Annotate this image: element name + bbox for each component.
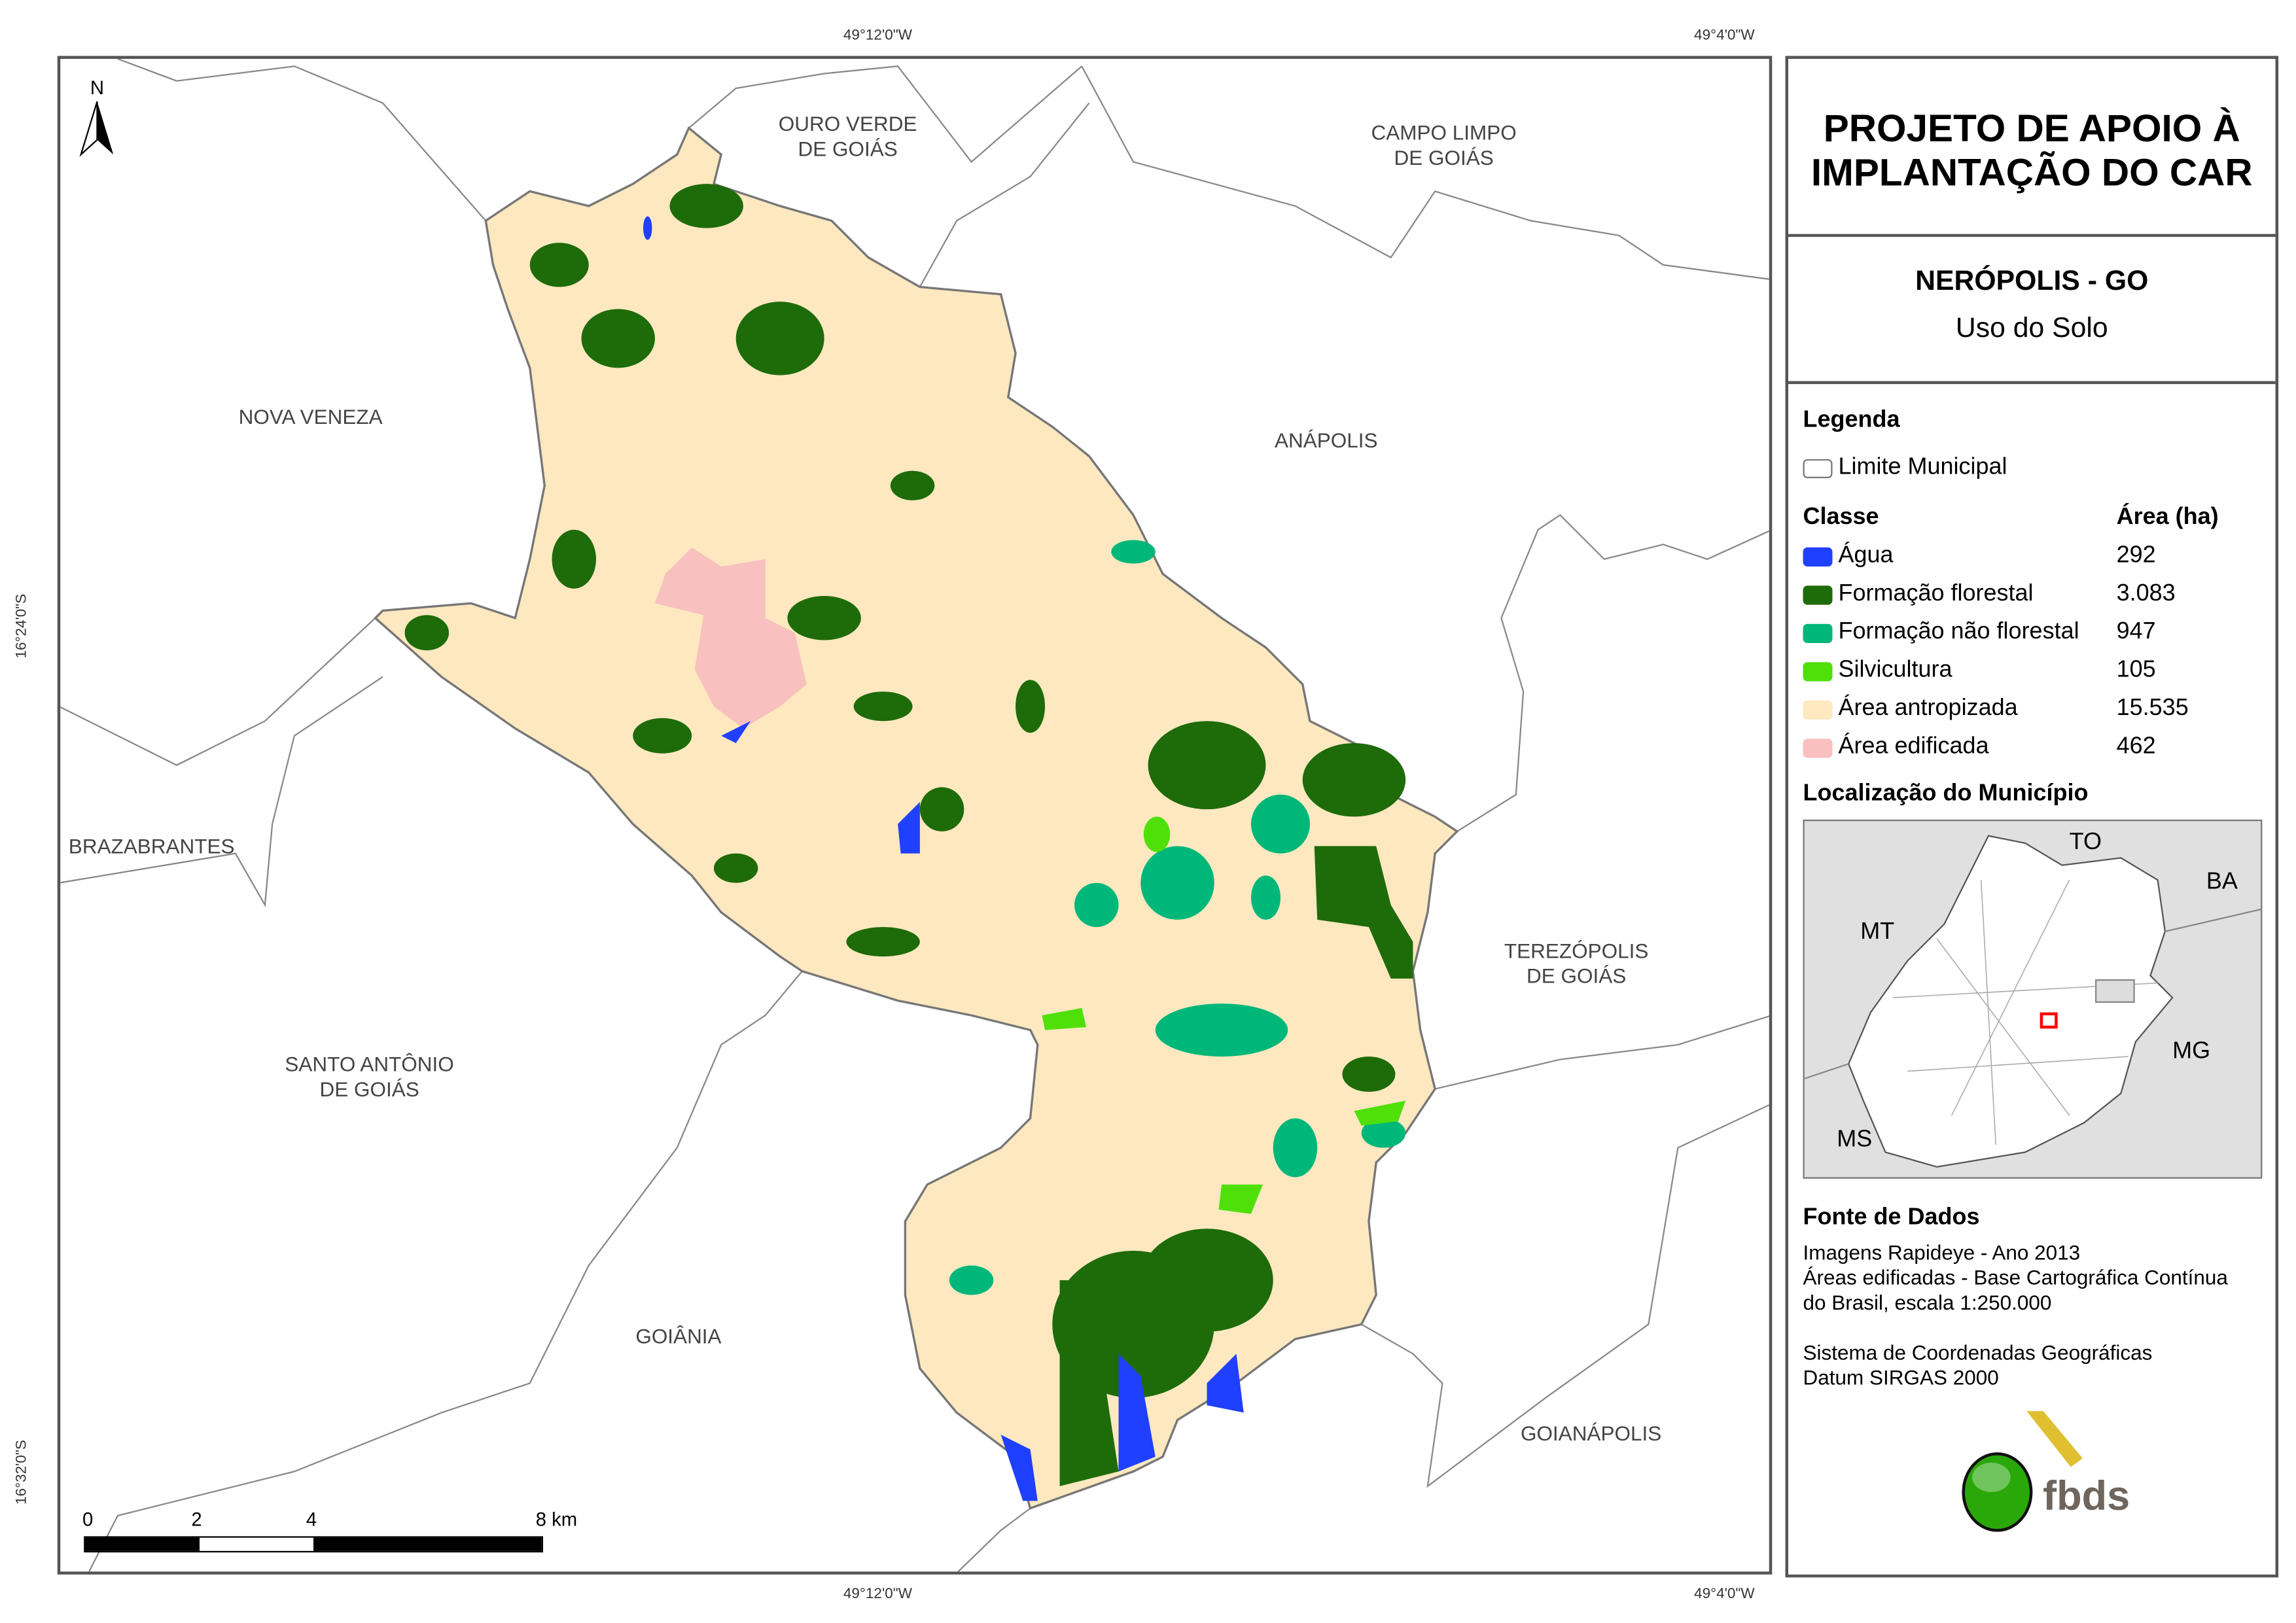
class-area: 105 [2116, 657, 2156, 683]
scale-tick: 0 [82, 1508, 94, 1531]
legend-class-row: Área antropizada 15.535 [1803, 690, 2261, 728]
class-area: 462 [2116, 734, 2156, 759]
side-panel: PROJETO DE APOIO À IMPLANTAÇÃO DO CAR NE… [1785, 56, 2279, 1578]
map-canvas [60, 58, 1769, 1572]
label-ouro-verde: OURO VERDE DE GOIÁS [778, 111, 917, 161]
legend-class-row: Formação florestal 3.083 [1803, 576, 2261, 614]
class-label: Formação não florestal [1838, 619, 2079, 645]
legend-class-row: Área edificada 462 [1803, 728, 2261, 766]
class-swatch [1803, 699, 1833, 719]
class-swatch [1803, 661, 1833, 681]
class-area: 15.535 [2116, 695, 2189, 722]
class-swatch [1803, 546, 1833, 566]
class-swatch [1803, 623, 1833, 642]
scale-tick: 2 [191, 1508, 202, 1531]
legend-limit-label: Limite Municipal [1838, 455, 2007, 480]
north-arrow: N [78, 77, 116, 165]
class-label: Água [1838, 543, 1894, 568]
state-ba: BA [2206, 869, 2238, 895]
land-use-patches [404, 184, 1413, 1501]
coord-bottom-right: 49°4'0"W [1694, 1586, 1755, 1603]
coord-top-right: 49°4'0"W [1694, 27, 1755, 44]
location-inset-map: TO BA MT MG MS [1803, 819, 2263, 1179]
source-line: do Brasil, escala 1:250.000 [1803, 1290, 2052, 1314]
limit-swatch [1803, 458, 1833, 478]
scale-tick: 4 [306, 1508, 317, 1531]
coord-left-top: 16°24'0"S [14, 593, 31, 659]
label-goianapolis: GOIANÁPOLIS [1520, 1421, 1662, 1445]
legend: Legenda Limite Municipal Classe Área (ha… [1788, 384, 2276, 1544]
location-heading: Localização do Município [1803, 781, 2089, 807]
source-line: Imagens Rapideye - Ano 2013 [1803, 1240, 2081, 1265]
label-brazabrantes: BRAZABRANTES [68, 834, 235, 858]
coord-left-bottom: 16°32'0"S [14, 1440, 31, 1505]
class-label: Formação florestal [1838, 581, 2034, 606]
legend-class-row: Formação não florestal 947 [1803, 614, 2261, 652]
state-to: TO [2069, 829, 2102, 855]
label-campo-limpo: CAMPO LIMPO DE GOIÁS [1371, 120, 1517, 169]
scale-tick: 8 km [535, 1508, 578, 1531]
class-swatch [1803, 738, 1833, 758]
coord-bottom-left: 49°12'0"W [843, 1586, 912, 1603]
north-label: N [90, 76, 105, 99]
source-line: Sistema de Coordenadas Geográficas [1803, 1340, 2153, 1365]
class-label: Área antropizada [1838, 695, 2018, 722]
label-santo-antonio: SANTO ANTÔNIO DE GOIÁS [285, 1052, 454, 1101]
sources-heading: Fonte de Dados [1803, 1205, 1980, 1230]
class-area: 947 [2116, 619, 2156, 645]
label-nova-veneza: NOVA VENEZA [238, 404, 383, 428]
class-swatch [1803, 585, 1833, 604]
neighbor-boundaries [60, 58, 1769, 1572]
area-header: Área (ha) [2116, 504, 2219, 530]
legend-class-row: Silvicultura 105 [1803, 652, 2261, 689]
map-subtitle: Uso do Solo [1955, 313, 2108, 345]
coord-top-left: 49°12'0"W [843, 27, 912, 44]
class-area: 3.083 [2116, 581, 2176, 606]
legend-class-row: Água 292 [1803, 537, 2261, 575]
class-label: Área edificada [1838, 734, 1989, 759]
state-mg: MG [2172, 1039, 2211, 1064]
fbds-logo: fbds [1803, 1411, 2261, 1543]
label-terezopolis: TEREZÓPOLIS DE GOIÁS [1504, 939, 1649, 988]
legend-heading: Legenda [1803, 408, 1900, 433]
source-line [1803, 1316, 2261, 1340]
label-anapolis: ANÁPOLIS [1274, 428, 1378, 452]
state-ms: MS [1837, 1127, 1873, 1153]
source-line: Datum SIRGAS 2000 [1803, 1365, 1999, 1389]
map-title: PROJETO DE APOIO À IMPLANTAÇÃO DO CAR [1788, 59, 2276, 237]
class-area: 292 [2116, 543, 2156, 568]
map-frame: N OURO VERDE DE GOIÁS CAMPO LIMPO DE GOI… [57, 56, 1773, 1575]
state-mt: MT [1860, 919, 1895, 945]
municipality-name: NERÓPOLIS - GO [1915, 266, 2149, 298]
class-label: Silvicultura [1838, 657, 1952, 683]
label-goiania: GOIÂNIA [635, 1324, 722, 1348]
logo-text: fbds [2043, 1473, 2130, 1519]
class-header: Classe [1803, 504, 1879, 530]
north-arrow-icon [79, 101, 114, 157]
source-line: Áreas edificadas - Base Cartográfica Con… [1803, 1265, 2228, 1289]
